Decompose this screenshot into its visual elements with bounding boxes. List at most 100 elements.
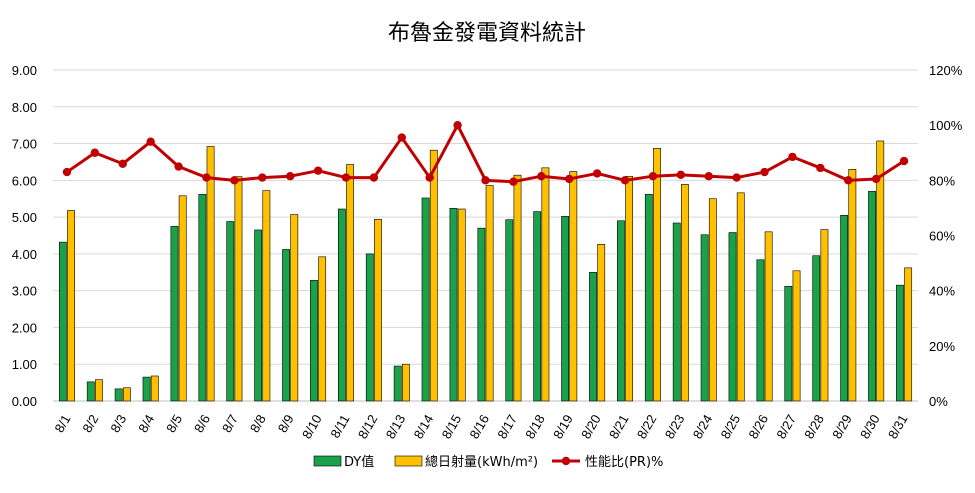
bar-dy-8/7	[226, 221, 235, 402]
pr-point-8/2	[90, 148, 100, 157]
bar-irradiance-8/2	[95, 379, 103, 402]
x-tick-label: 8/13	[383, 412, 409, 441]
pr-point-8/9	[285, 171, 295, 181]
bar-irradiance-8/29	[848, 169, 857, 402]
bar-dy-8/4	[142, 376, 151, 402]
bar-irradiance-8/28	[820, 229, 829, 402]
bar-irradiance-8/19	[569, 171, 578, 402]
x-tick-label: 8/30	[857, 412, 883, 441]
x-tick-label: 8/25	[718, 412, 744, 441]
bar-dy-8/13	[393, 365, 402, 402]
x-tick-label: 8/28	[801, 412, 827, 441]
y-right-tick-label: 80%	[929, 173, 955, 188]
bar-irradiance-8/30	[876, 140, 885, 402]
bar-irradiance-8/8	[262, 190, 271, 402]
x-tick-label: 8/31	[885, 412, 911, 441]
pr-point-8/8	[258, 173, 267, 182]
bars	[58, 140, 913, 402]
y-left-tick-label: 5.00	[12, 210, 37, 225]
y-right-tick-label: 60%	[929, 229, 955, 244]
bar-irradiance-8/6	[206, 146, 215, 402]
bar-dy-8/12	[365, 253, 374, 402]
x-tick-label: 8/17	[494, 412, 520, 441]
y-left-tick-label: 8.00	[12, 100, 37, 115]
x-tick-label: 8/1	[52, 412, 74, 435]
bar-dy-8/28	[812, 255, 821, 402]
bar-dy-8/10	[310, 280, 318, 402]
bar-irradiance-8/31	[904, 267, 913, 402]
bar-dy-8/21	[617, 220, 625, 402]
pr-point-8/1	[62, 167, 72, 177]
x-tick-label: 8/21	[606, 412, 632, 441]
pr-point-8/20	[592, 169, 602, 178]
bar-dy-8/26	[756, 259, 765, 402]
bar-irradiance-8/9	[290, 214, 299, 402]
x-tick-label: 8/19	[550, 412, 576, 441]
y-right-tick-label: 100%	[929, 118, 963, 133]
pr-point-8/12	[369, 173, 379, 182]
x-tick-label: 8/4	[135, 412, 157, 435]
bar-dy-8/17	[505, 219, 514, 402]
bar-dy-8/6	[198, 194, 207, 402]
bar-dy-8/1	[58, 241, 67, 402]
bar-dy-8/2	[86, 381, 95, 402]
bar-irradiance-8/5	[178, 195, 187, 402]
y-left-tick-label: 3.00	[12, 284, 37, 299]
bar-irradiance-8/12	[374, 219, 382, 402]
x-tick-label: 8/10	[299, 412, 325, 441]
pr-point-8/17	[509, 177, 518, 186]
pr-point-8/30	[871, 174, 881, 184]
bar-dy-8/11	[337, 208, 346, 402]
bar-dy-8/30	[868, 191, 876, 402]
x-tick-label: 8/24	[690, 412, 716, 441]
bar-dy-8/24	[700, 234, 709, 402]
pr-point-8/3	[118, 159, 127, 168]
x-tick-label: 8/12	[355, 412, 381, 441]
pr-point-8/7	[230, 176, 239, 185]
x-tick-label: 8/5	[163, 412, 185, 435]
pr-point-8/28	[816, 163, 825, 173]
legend: DY值 總日射量(kWh/m²) 性能比(PR)%	[313, 454, 663, 470]
bar-irradiance-8/24	[708, 198, 717, 402]
x-tick-label: 8/16	[466, 412, 492, 441]
bar-dy-8/8	[254, 229, 263, 402]
pr-point-8/10	[313, 166, 323, 175]
bar-irradiance-8/20	[597, 244, 606, 402]
bar-dy-8/20	[589, 271, 597, 402]
bar-irradiance-8/26	[764, 231, 773, 402]
bar-irradiance-8/16	[485, 185, 494, 402]
bar-dy-8/14	[421, 197, 430, 402]
bar-irradiance-8/22	[653, 148, 661, 402]
x-tick-label: 8/27	[773, 412, 799, 441]
x-tick-label: 8/3	[107, 412, 129, 435]
pr-line	[62, 120, 909, 186]
bar-irradiance-8/15	[457, 208, 466, 402]
bar-dy-8/27	[784, 285, 793, 402]
y-left-tick-label: 9.00	[12, 63, 37, 78]
chart-title: 布魯金發電資料統計	[388, 21, 586, 46]
pr-series-line	[66, 123, 905, 184]
pr-point-8/4	[146, 137, 155, 146]
pr-point-8/25	[732, 173, 741, 182]
pr-point-8/16	[481, 176, 490, 185]
bar-irradiance-8/21	[625, 175, 634, 402]
legend-swatch-irradiance	[394, 455, 423, 467]
x-tick-label: 8/8	[247, 412, 269, 435]
x-tick-label: 8/22	[634, 412, 660, 441]
y-left-tick-label: 0.00	[12, 394, 37, 409]
bar-dy-8/23	[672, 222, 681, 402]
bar-dy-8/16	[477, 227, 486, 402]
bar-irradiance-8/10	[318, 256, 327, 402]
y-right-tick-label: 0%	[929, 394, 948, 409]
pr-point-8/31	[899, 156, 909, 166]
bar-irradiance-8/25	[736, 192, 745, 402]
x-tick-label: 8/15	[439, 412, 465, 441]
bar-dy-8/5	[170, 226, 179, 402]
bar-irradiance-8/23	[681, 184, 689, 402]
x-tick-label: 8/29	[829, 412, 855, 441]
pr-point-8/23	[676, 170, 686, 180]
bar-dy-8/29	[840, 214, 849, 402]
legend-label-pr: 性能比(PR)%	[585, 455, 663, 470]
x-tick-label: 8/2	[79, 412, 101, 435]
